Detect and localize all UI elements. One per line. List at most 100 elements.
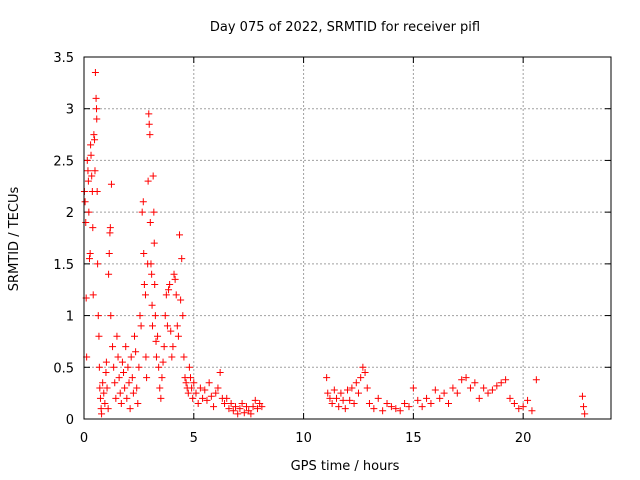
data-point bbox=[152, 353, 160, 361]
data-point bbox=[506, 394, 514, 402]
data-point bbox=[134, 399, 142, 407]
data-point bbox=[160, 343, 168, 351]
data-point bbox=[149, 322, 157, 330]
data-point bbox=[194, 399, 202, 407]
data-point bbox=[168, 353, 176, 361]
data-point bbox=[91, 136, 99, 144]
data-point bbox=[177, 296, 185, 304]
data-point bbox=[225, 405, 233, 413]
data-point bbox=[145, 120, 153, 128]
data-point bbox=[238, 399, 246, 407]
data-point bbox=[93, 115, 101, 123]
data-point bbox=[532, 376, 540, 384]
x-tick-label: 10 bbox=[295, 431, 312, 446]
data-point bbox=[91, 69, 99, 77]
data-point bbox=[120, 368, 128, 376]
data-point bbox=[212, 389, 220, 397]
data-point bbox=[148, 301, 156, 309]
y-tick-label: 1 bbox=[66, 310, 74, 325]
data-point bbox=[146, 131, 154, 139]
data-point bbox=[99, 379, 107, 387]
data-point bbox=[103, 384, 111, 392]
data-point bbox=[105, 270, 113, 278]
data-point bbox=[135, 363, 143, 371]
data-point bbox=[122, 343, 130, 351]
data-point bbox=[166, 281, 174, 289]
data-point bbox=[84, 167, 92, 175]
data-point bbox=[88, 172, 96, 180]
data-point bbox=[116, 389, 124, 397]
data-point bbox=[91, 167, 99, 175]
data-point bbox=[324, 389, 332, 397]
data-point bbox=[147, 260, 155, 268]
data-point bbox=[374, 394, 382, 402]
data-point bbox=[82, 218, 90, 226]
data-point bbox=[528, 407, 536, 415]
data-point bbox=[392, 405, 400, 413]
data-point bbox=[96, 394, 104, 402]
data-point bbox=[150, 208, 158, 216]
data-point bbox=[140, 281, 148, 289]
y-tick-label: 0.5 bbox=[53, 361, 74, 376]
data-point bbox=[148, 270, 156, 278]
data-point bbox=[117, 399, 125, 407]
data-point bbox=[409, 384, 417, 392]
data-point bbox=[227, 399, 235, 407]
data-point bbox=[519, 403, 527, 411]
data-point bbox=[330, 386, 338, 394]
data-point bbox=[84, 177, 92, 185]
data-point bbox=[165, 286, 173, 294]
data-point bbox=[414, 396, 422, 404]
data-point bbox=[96, 384, 104, 392]
data-point bbox=[139, 198, 147, 206]
data-point bbox=[102, 358, 110, 366]
data-point bbox=[201, 386, 209, 394]
data-point bbox=[111, 379, 119, 387]
data-point bbox=[142, 353, 150, 361]
data-point bbox=[94, 312, 102, 320]
data-point bbox=[462, 374, 470, 382]
data-point bbox=[190, 379, 198, 387]
data-point bbox=[157, 394, 165, 402]
data-point bbox=[178, 255, 186, 263]
data-point bbox=[105, 250, 113, 258]
data-point bbox=[475, 394, 483, 402]
data-point bbox=[418, 403, 426, 411]
data-point bbox=[123, 394, 131, 402]
data-point bbox=[229, 407, 237, 415]
data-point bbox=[326, 394, 334, 402]
data-point bbox=[136, 312, 144, 320]
data-point bbox=[234, 410, 242, 418]
data-point bbox=[466, 384, 474, 392]
data-point bbox=[144, 177, 152, 185]
data-point bbox=[133, 384, 141, 392]
data-point bbox=[98, 410, 106, 418]
data-point bbox=[423, 394, 431, 402]
data-point bbox=[502, 376, 510, 384]
data-point bbox=[251, 396, 259, 404]
data-point bbox=[335, 403, 343, 411]
data-point bbox=[104, 405, 112, 413]
data-point bbox=[361, 368, 369, 376]
data-point bbox=[341, 405, 349, 413]
data-point bbox=[150, 239, 158, 247]
data-point bbox=[154, 332, 162, 340]
data-point bbox=[163, 322, 171, 330]
data-point bbox=[354, 389, 362, 397]
data-point bbox=[129, 389, 137, 397]
plot-frame bbox=[83, 56, 612, 420]
data-point bbox=[427, 399, 435, 407]
data-point bbox=[401, 399, 409, 407]
data-point bbox=[192, 389, 200, 397]
data-point bbox=[236, 405, 244, 413]
data-point bbox=[387, 403, 395, 411]
y-axis-label: SRMTID / TECUs bbox=[7, 187, 22, 292]
data-point bbox=[132, 348, 140, 356]
data-point bbox=[92, 94, 100, 102]
data-point bbox=[480, 384, 488, 392]
data-point bbox=[471, 379, 479, 387]
data-point bbox=[171, 275, 179, 283]
data-point bbox=[445, 399, 453, 407]
data-point bbox=[453, 389, 461, 397]
data-point bbox=[484, 389, 492, 397]
